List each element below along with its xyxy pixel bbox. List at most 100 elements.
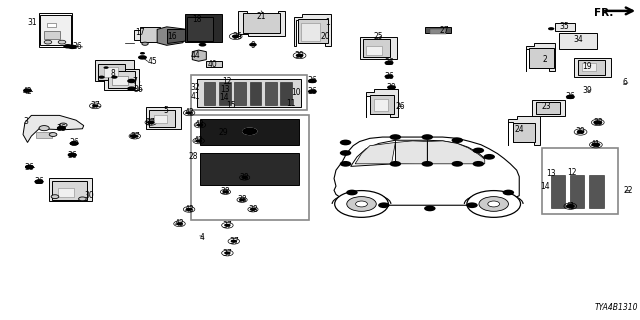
Text: 43: 43 [184, 205, 194, 214]
Circle shape [340, 150, 351, 156]
Circle shape [467, 202, 477, 208]
Circle shape [241, 176, 248, 179]
Circle shape [566, 204, 575, 208]
Circle shape [340, 140, 351, 145]
Bar [134, 30, 148, 40]
Text: 38: 38 [221, 188, 230, 196]
Text: 37: 37 [146, 118, 156, 127]
Text: 43: 43 [195, 120, 205, 130]
Text: 10: 10 [291, 88, 301, 97]
Circle shape [232, 35, 239, 38]
Bar [426, 27, 451, 33]
Circle shape [387, 85, 396, 90]
Bar [250, 82, 261, 105]
Text: 37: 37 [223, 221, 232, 230]
Text: 44: 44 [191, 51, 200, 60]
Polygon shape [366, 89, 398, 117]
Circle shape [140, 52, 145, 54]
Circle shape [142, 42, 148, 45]
Text: 13: 13 [547, 169, 556, 178]
Circle shape [130, 134, 138, 138]
Bar [551, 175, 565, 208]
Circle shape [242, 127, 257, 135]
Text: 36: 36 [67, 151, 77, 160]
Bar [113, 76, 129, 85]
Text: TYA4B1310: TYA4B1310 [595, 303, 638, 312]
Circle shape [57, 126, 66, 130]
Text: 36: 36 [384, 72, 394, 81]
Circle shape [222, 190, 228, 194]
Bar [513, 123, 535, 141]
Text: 23: 23 [542, 102, 552, 111]
Text: 39: 39 [387, 83, 396, 92]
Circle shape [548, 27, 554, 30]
Text: 29: 29 [218, 128, 228, 137]
Circle shape [25, 165, 34, 169]
Circle shape [472, 148, 484, 153]
Bar [58, 188, 74, 197]
Circle shape [23, 88, 32, 93]
Text: 38: 38 [248, 205, 258, 214]
Bar [40, 15, 71, 45]
Text: 40: 40 [208, 60, 218, 69]
Bar [200, 153, 299, 186]
Circle shape [385, 60, 394, 65]
Bar [529, 49, 554, 68]
Bar [104, 69, 140, 90]
Bar [187, 17, 212, 41]
Circle shape [566, 95, 575, 99]
Polygon shape [351, 140, 484, 166]
Circle shape [250, 208, 256, 211]
Bar [206, 61, 222, 67]
Text: 37: 37 [223, 249, 232, 258]
Bar [36, 132, 52, 138]
Circle shape [452, 161, 463, 167]
Bar [582, 63, 596, 71]
Bar [301, 23, 320, 41]
Text: FR.: FR. [595, 8, 614, 18]
Circle shape [35, 180, 44, 184]
Circle shape [340, 161, 351, 167]
Circle shape [198, 43, 206, 47]
Bar [555, 23, 575, 31]
Text: 43: 43 [184, 108, 194, 117]
Bar [589, 175, 604, 208]
Circle shape [60, 123, 67, 127]
Circle shape [70, 141, 79, 146]
Circle shape [25, 165, 34, 169]
Text: 27: 27 [440, 26, 449, 35]
Text: 36: 36 [232, 32, 242, 41]
Text: 36: 36 [24, 163, 35, 172]
Bar [200, 119, 299, 145]
Text: 13: 13 [221, 85, 230, 94]
Bar [243, 13, 280, 33]
Text: 38: 38 [237, 195, 247, 204]
Text: 36: 36 [566, 92, 575, 101]
Polygon shape [355, 142, 396, 164]
Text: 43: 43 [175, 219, 184, 228]
Bar [364, 39, 390, 57]
Text: 36: 36 [307, 87, 317, 96]
Circle shape [247, 130, 252, 132]
Text: 14: 14 [540, 182, 550, 191]
Polygon shape [39, 13, 72, 47]
Circle shape [70, 141, 79, 146]
Bar [542, 148, 618, 214]
Text: 39: 39 [582, 86, 592, 95]
Circle shape [176, 222, 182, 225]
Text: 20: 20 [320, 32, 330, 41]
Bar [154, 116, 167, 123]
Circle shape [356, 201, 367, 207]
Text: 25: 25 [374, 32, 383, 41]
Text: 8: 8 [110, 69, 115, 78]
Text: 37: 37 [90, 101, 100, 110]
Circle shape [502, 190, 514, 196]
Bar [360, 37, 397, 59]
Text: 15: 15 [226, 101, 236, 110]
Text: 11: 11 [287, 99, 296, 108]
Circle shape [472, 161, 484, 167]
Text: 3: 3 [24, 117, 29, 126]
Circle shape [138, 55, 147, 60]
Circle shape [58, 40, 66, 44]
Circle shape [593, 120, 602, 124]
